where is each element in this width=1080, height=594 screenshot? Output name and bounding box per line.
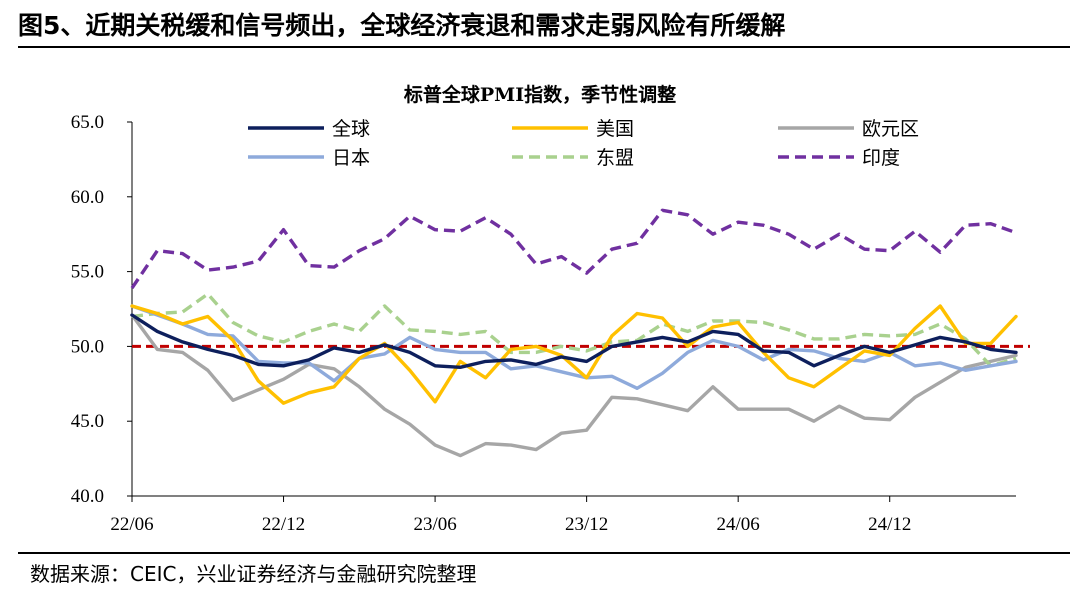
series-lines: [130, 208, 1018, 458]
footer-divider: [18, 552, 1070, 554]
series-line-5: [131, 292, 1017, 368]
x-tick-label: 22/12: [262, 514, 305, 535]
y-tick-label: 55.0: [71, 262, 104, 283]
series-line-3: [130, 313, 1018, 458]
y-tick-label: 65.0: [71, 112, 104, 133]
series-line-4: [130, 304, 1018, 390]
x-tick-label: 23/12: [565, 514, 608, 535]
chart-title: 标普全球PMI指数，季节性调整: [404, 83, 676, 106]
legend-label-4: 日本: [332, 147, 370, 169]
legend-label-5: 东盟: [596, 147, 634, 169]
x-tick-label: 23/06: [413, 514, 456, 535]
legend-label-3: 欧元区: [862, 118, 919, 140]
legend-label-6: 印度: [862, 147, 900, 169]
series-line-2: [130, 304, 1018, 405]
figure-title: 图5、近期关税缓和信号频出，全球经济衰退和需求走弱风险有所缓解: [18, 11, 786, 40]
title-divider: [18, 46, 1070, 48]
legend-label-2: 美国: [596, 118, 634, 140]
series-line-1: [130, 313, 1018, 369]
source-note: 数据来源：CEIC，兴业证券经济与金融研究院整理: [30, 562, 477, 586]
series-line-6: [130, 208, 1017, 290]
pmi-line-chart: 标普全球PMI指数，季节性调整 40.0 45.0 50.0 55.0 60.0 65.0…: [71, 83, 1030, 535]
x-tick-label: 24/06: [717, 514, 760, 535]
y-tick-label: 60.0: [71, 187, 104, 208]
x-tick-label: 22/06: [110, 514, 153, 535]
x-tick-label: 24/12: [868, 514, 911, 535]
legend-label-1: 全球: [332, 118, 370, 140]
chart-axes: 40.0 45.0 50.0 55.0 60.0 65.0 22/06 22/12 23/06 2…: [71, 112, 1016, 535]
y-tick-label: 50.0: [71, 336, 104, 357]
y-tick-label: 45.0: [71, 411, 104, 432]
y-tick-label: 40.0: [71, 486, 104, 507]
